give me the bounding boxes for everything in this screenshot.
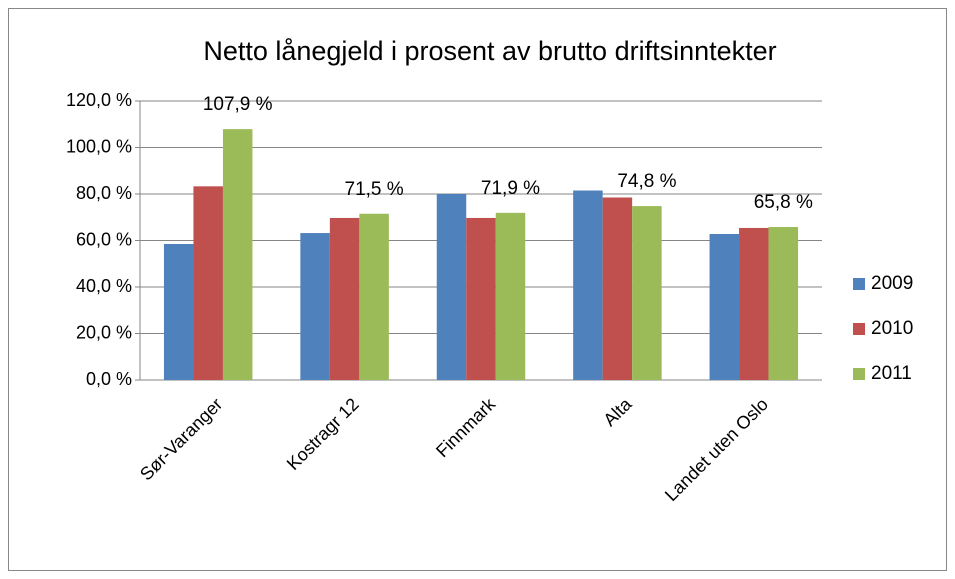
bar (709, 233, 740, 380)
bar (573, 190, 603, 380)
bar (602, 197, 633, 380)
legend-label: 2009 (871, 273, 913, 294)
legend-label: 2010 (871, 318, 913, 339)
y-tick-label: 120,0 % (66, 90, 132, 110)
y-tick-label: 100,0 % (66, 136, 132, 156)
y-tick-label: 80,0 % (76, 183, 132, 203)
value-label: 65,8 % (754, 192, 813, 213)
bar (300, 233, 330, 380)
y-tick-label: 20,0 % (76, 322, 132, 342)
bar (163, 243, 194, 380)
y-tick-label: 40,0 % (76, 276, 132, 296)
legend-swatch (853, 368, 865, 380)
bar (359, 213, 389, 380)
chart-title: Netto lånegjeld i prosent av brutto drif… (203, 36, 776, 66)
legend-label: 2011 (871, 363, 912, 384)
value-label: 71,5 % (345, 179, 404, 200)
bar (193, 186, 223, 380)
value-label: 107,9 % (203, 94, 273, 115)
bar (329, 217, 360, 380)
bar (739, 227, 769, 380)
bar (768, 227, 799, 380)
bar (495, 212, 526, 380)
value-label: 71,9 % (481, 178, 540, 199)
bar (436, 194, 467, 380)
bar (222, 129, 253, 380)
bar (632, 206, 662, 380)
bar (466, 217, 496, 380)
value-label: 74,8 % (617, 171, 676, 192)
y-tick-label: 60,0 % (76, 229, 132, 249)
y-tick-label: 0,0 % (86, 369, 132, 389)
legend-swatch (853, 278, 865, 290)
legend-swatch (853, 323, 865, 335)
